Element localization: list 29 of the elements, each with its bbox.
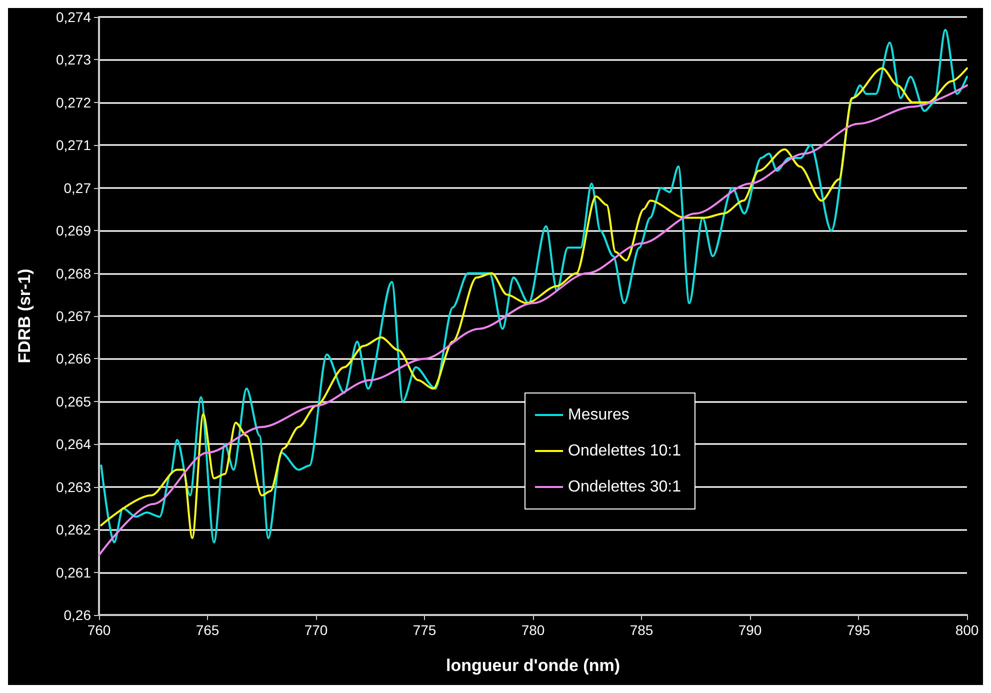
x-tick-label: 790 — [738, 622, 762, 638]
x-tick-label: 770 — [304, 622, 328, 638]
x-tick-label: 775 — [412, 622, 436, 638]
y-tick-label: 0,268 — [56, 265, 92, 282]
y-tick-label: 0,264 — [56, 436, 92, 452]
legend-label: Mesures — [568, 406, 630, 424]
y-tick-label: 0,266 — [56, 350, 92, 367]
x-tick-label: 760 — [87, 622, 111, 638]
y-tick-label: 0,274 — [56, 9, 92, 25]
legend-label: Ondelettes 30:1 — [568, 478, 682, 496]
y-tick-label: 0,273 — [56, 52, 92, 68]
y-tick-label: 0,265 — [56, 393, 92, 410]
x-tick-label: 765 — [196, 622, 220, 638]
x-tick-label: 795 — [846, 622, 870, 638]
x-axis-title: longueur d'onde (nm) — [446, 656, 620, 675]
y-tick-label: 0,269 — [56, 222, 92, 239]
y-tick-label: 0,271 — [56, 137, 92, 154]
y-tick-label: 0,26 — [64, 607, 92, 623]
y-tick-label: 0,272 — [56, 94, 92, 110]
y-axis-title: FDRB (sr-1) — [15, 268, 34, 364]
y-tick-label: 0,27 — [64, 180, 92, 196]
y-tick-label: 0,261 — [56, 564, 92, 580]
x-tick-label: 780 — [521, 622, 545, 638]
legend-label: Ondelettes 10:1 — [568, 442, 682, 460]
x-tick-label: 800 — [955, 622, 979, 638]
y-tick-label: 0,263 — [56, 478, 92, 495]
y-tick-label: 0,262 — [56, 522, 92, 538]
y-tick-label: 0,267 — [56, 308, 92, 324]
x-tick-label: 785 — [630, 622, 654, 638]
